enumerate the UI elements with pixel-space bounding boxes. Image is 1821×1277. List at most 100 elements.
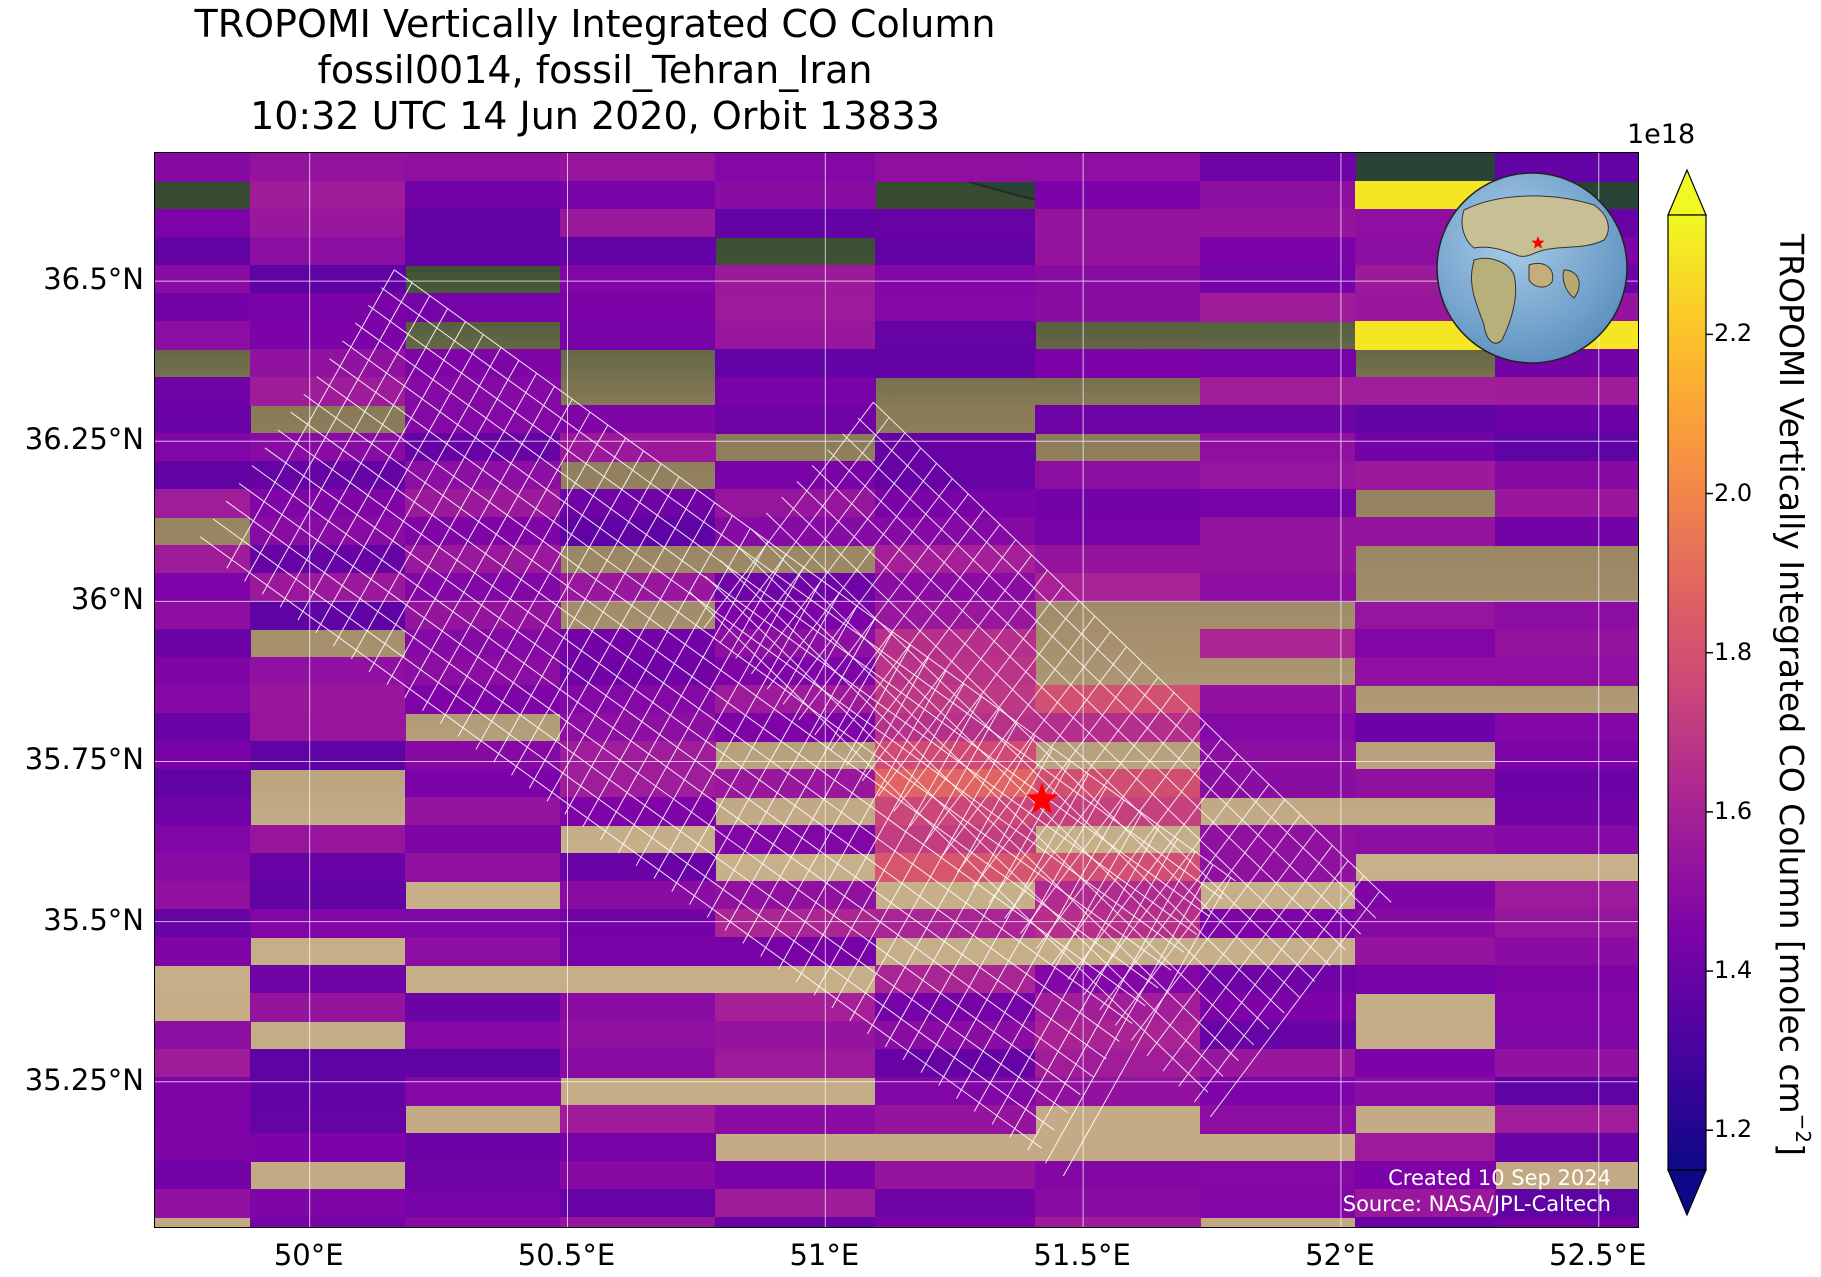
grid-line bbox=[1162, 845, 1333, 1072]
co-pixel bbox=[1035, 517, 1201, 546]
co-pixel bbox=[715, 321, 876, 350]
grid-line bbox=[511, 476, 680, 776]
grid-line bbox=[956, 646, 1127, 873]
grid-line bbox=[564, 515, 733, 815]
tropomi-pixel-layer bbox=[155, 153, 1638, 1227]
co-pixel bbox=[405, 237, 561, 266]
co-pixel bbox=[560, 209, 716, 238]
co-pixel bbox=[250, 209, 406, 238]
co-pixel bbox=[1035, 461, 1201, 490]
co-pixel bbox=[1355, 1049, 1496, 1078]
grid-line bbox=[766, 463, 937, 690]
grid-line bbox=[635, 566, 805, 867]
co-pixel bbox=[1035, 293, 1201, 322]
grid-line bbox=[393, 269, 1236, 882]
co-pixel bbox=[1035, 1189, 1201, 1218]
co-pixel bbox=[715, 209, 876, 238]
co-pixel bbox=[1355, 1161, 1496, 1190]
colorbar-exponent: 1e18 bbox=[1627, 119, 1696, 150]
co-pixel bbox=[405, 209, 561, 238]
grid-line bbox=[689, 605, 858, 905]
co-pixel bbox=[1200, 629, 1356, 658]
co-pixel bbox=[1495, 1217, 1638, 1227]
co-pixel bbox=[155, 237, 251, 266]
co-pixel bbox=[560, 321, 716, 350]
co-pixel bbox=[155, 1049, 251, 1078]
co-pixel bbox=[560, 853, 716, 882]
co-pixel bbox=[875, 209, 1036, 238]
co-pixel bbox=[250, 293, 406, 322]
source-credit: Source: NASA/JPL-Caltech bbox=[1342, 1192, 1611, 1216]
co-pixel bbox=[1200, 489, 1356, 518]
co-pixel bbox=[250, 601, 406, 630]
co-pixel bbox=[155, 265, 251, 294]
co-pixel bbox=[1200, 517, 1356, 546]
co-pixel bbox=[875, 433, 1036, 462]
co-pixel bbox=[715, 293, 876, 322]
co-pixel bbox=[1035, 881, 1201, 910]
co-pixel bbox=[875, 265, 1036, 294]
co-pixel bbox=[405, 573, 561, 602]
co-pixel bbox=[250, 433, 406, 462]
grid-line bbox=[872, 401, 1392, 903]
co-pixel bbox=[1355, 405, 1496, 434]
grid-line bbox=[350, 360, 520, 660]
chart-title-line-2: fossil0014, fossil_Tehran_Iran bbox=[317, 48, 873, 92]
co-pixel bbox=[715, 181, 876, 210]
eurasia-landmass bbox=[1461, 195, 1609, 257]
grid-line bbox=[617, 554, 787, 854]
grid-line bbox=[368, 305, 1211, 918]
grid-line bbox=[199, 536, 1042, 1149]
co-pixel bbox=[875, 321, 1036, 350]
co-pixel bbox=[405, 1133, 561, 1162]
grid-line bbox=[264, 447, 1107, 1060]
co-pixel bbox=[875, 461, 1036, 490]
co-pixel bbox=[1495, 1133, 1638, 1162]
co-pixel bbox=[715, 1105, 876, 1134]
co-pixel bbox=[405, 937, 561, 966]
co-pixel bbox=[250, 685, 406, 714]
co-pixel bbox=[560, 1161, 716, 1190]
co-pixel bbox=[1355, 965, 1496, 994]
co-pixel bbox=[155, 909, 251, 938]
co-pixel bbox=[1035, 1217, 1201, 1227]
co-pixel bbox=[1355, 825, 1496, 854]
co-pixel bbox=[155, 433, 251, 462]
globe-inset bbox=[1436, 172, 1628, 364]
co-pixel bbox=[1035, 1049, 1201, 1078]
co-pixel bbox=[1200, 265, 1356, 294]
co-pixel bbox=[875, 965, 1036, 994]
co-pixel bbox=[1035, 349, 1201, 378]
grid-line bbox=[277, 429, 1120, 1042]
co-pixel bbox=[715, 153, 876, 182]
colorbar-body bbox=[1667, 214, 1707, 1171]
co-pixel bbox=[250, 993, 406, 1022]
colorbar-tick-label: 1.6 bbox=[1714, 796, 1753, 825]
grid-line bbox=[1009, 838, 1178, 1138]
co-pixel bbox=[250, 349, 406, 378]
co-pixel bbox=[1035, 545, 1201, 574]
co-pixel bbox=[560, 181, 716, 210]
co-pixel bbox=[155, 461, 251, 490]
grid-line bbox=[368, 373, 538, 673]
grid-line bbox=[1045, 864, 1214, 1164]
co-pixel bbox=[560, 993, 716, 1022]
grid-line bbox=[546, 502, 716, 802]
co-pixel bbox=[1355, 909, 1496, 938]
co-pixel bbox=[250, 321, 406, 350]
co-pixel bbox=[875, 1105, 1036, 1134]
co-pixel bbox=[1495, 937, 1638, 966]
grid-line bbox=[1130, 814, 1301, 1041]
grid-line bbox=[845, 539, 1017, 766]
chart-title-line-1: TROPOMI Vertically Integrated CO Column bbox=[194, 2, 996, 46]
co-pixel bbox=[405, 461, 561, 490]
co-pixel bbox=[250, 657, 406, 686]
grid-line bbox=[225, 500, 1068, 1113]
co-pixel bbox=[715, 1189, 876, 1218]
co-pixel bbox=[405, 769, 561, 798]
grid-line bbox=[493, 463, 662, 763]
grid-line bbox=[422, 411, 591, 711]
co-pixel bbox=[155, 881, 251, 910]
co-pixel bbox=[560, 1133, 716, 1162]
grid-line bbox=[1083, 768, 1254, 996]
